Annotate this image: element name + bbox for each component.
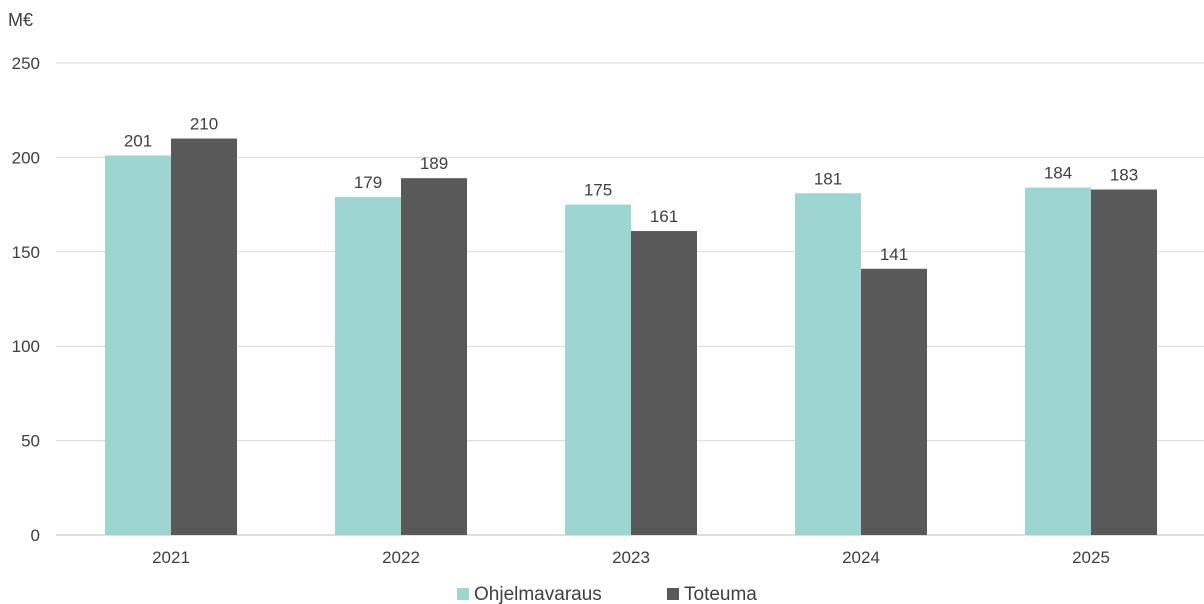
data-labels: 201 210 179 189 175 161 181 141 184 183: [124, 115, 1138, 264]
data-label: 183: [1110, 165, 1138, 184]
data-label: 184: [1044, 164, 1072, 183]
data-label: 141: [880, 245, 908, 264]
x-tick-label: 2025: [1072, 548, 1110, 567]
bar-ohjelmavaraus-2023: [565, 204, 631, 535]
y-tick-label: 50: [21, 432, 40, 451]
x-tick-label: 2021: [152, 548, 190, 567]
bar-ohjelmavaraus-2021: [105, 155, 171, 535]
data-label: 179: [354, 173, 382, 192]
bars: [105, 138, 1157, 536]
data-label: 161: [650, 207, 678, 226]
legend-label: Toteuma: [684, 584, 757, 604]
data-label: 210: [190, 115, 218, 134]
legend-label: Ohjelmavaraus: [474, 584, 602, 604]
y-tick-label: 200: [12, 148, 40, 167]
y-tick-label: 100: [12, 337, 40, 356]
data-label: 175: [584, 181, 612, 200]
data-label: 181: [814, 169, 842, 188]
x-tick-label: 2022: [382, 548, 420, 567]
bar-ohjelmavaraus-2022: [335, 197, 401, 535]
y-axis-ticks: 0 50 100 150 200 250: [12, 54, 40, 545]
x-tick-label: 2023: [612, 548, 650, 567]
y-tick-label: 250: [12, 54, 40, 73]
bar-toteuma-2025: [1091, 189, 1157, 535]
legend: Ohjelmavaraus Toteuma: [457, 584, 757, 604]
y-tick-label: 0: [31, 526, 40, 545]
x-tick-label: 2024: [842, 548, 880, 567]
data-label: 189: [420, 154, 448, 173]
y-axis-unit-label: M€: [8, 10, 33, 30]
bar-toteuma-2024: [861, 268, 927, 535]
x-axis-ticks: 2021 2022 2023 2024 2025: [152, 548, 1110, 567]
bar-toteuma-2023: [631, 231, 697, 536]
bar-ohjelmavaraus-2024: [795, 193, 861, 535]
legend-swatch: [457, 588, 469, 600]
bar-ohjelmavaraus-2025: [1025, 187, 1091, 535]
y-tick-label: 150: [12, 243, 40, 262]
bar-toteuma-2022: [401, 178, 467, 535]
data-label: 201: [124, 132, 152, 151]
legend-swatch: [667, 588, 679, 600]
bar-toteuma-2021: [171, 138, 237, 535]
